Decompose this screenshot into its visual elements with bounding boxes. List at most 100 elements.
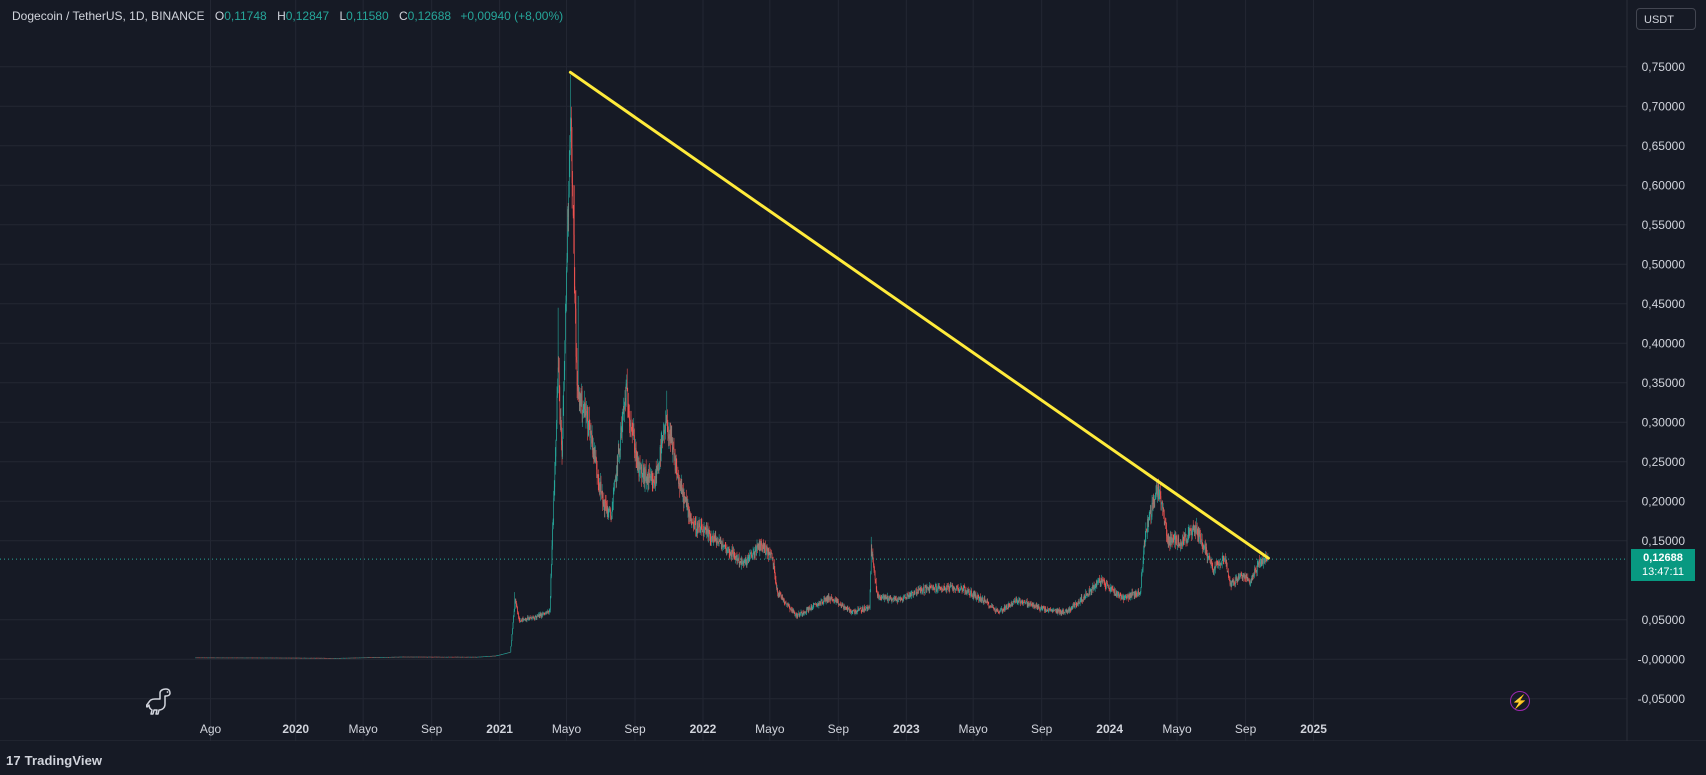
candle-body <box>991 605 992 607</box>
candle <box>439 656 440 658</box>
candle-body <box>1036 604 1037 608</box>
candle <box>344 657 346 659</box>
candle <box>771 549 772 554</box>
candle-body <box>305 657 307 659</box>
candle-body <box>225 657 226 659</box>
candle-body <box>1006 608 1008 609</box>
candle-body <box>332 657 333 659</box>
candle-body <box>592 436 593 454</box>
candle <box>576 343 577 363</box>
candle-body <box>223 657 225 659</box>
candle <box>223 657 225 659</box>
candle-body <box>857 608 859 611</box>
candle <box>767 547 768 560</box>
candle-body <box>527 617 529 620</box>
candle-body <box>405 656 406 658</box>
candle <box>413 656 415 658</box>
candle-body <box>820 601 821 605</box>
candle <box>287 657 288 659</box>
candle <box>857 606 859 613</box>
candle <box>782 598 784 603</box>
candle-body <box>577 388 579 392</box>
candle <box>570 117 572 132</box>
candle-body <box>664 429 665 434</box>
candle <box>282 657 283 659</box>
candle-body <box>425 656 426 658</box>
candle <box>340 657 342 659</box>
candle-body <box>819 601 821 605</box>
candle <box>1078 598 1080 605</box>
candle <box>992 604 994 609</box>
candle-body <box>1005 605 1007 607</box>
candle-body <box>620 427 622 433</box>
candle-body <box>445 656 446 658</box>
candle-body <box>1062 609 1064 613</box>
candle-body <box>834 599 836 601</box>
candle <box>368 657 370 659</box>
candle-body <box>823 602 824 604</box>
candle <box>327 657 329 659</box>
candle-body <box>994 608 996 612</box>
candle <box>705 527 707 535</box>
candle <box>312 657 314 659</box>
candle <box>595 449 597 463</box>
candle-body <box>472 656 473 658</box>
candle <box>864 608 866 612</box>
candle <box>806 607 808 612</box>
candle <box>884 594 886 601</box>
candle-body <box>1103 579 1104 581</box>
candle-body <box>239 657 240 659</box>
candle <box>1054 608 1056 611</box>
candle-body <box>752 554 753 558</box>
candle <box>671 425 673 446</box>
candle-body <box>878 596 880 598</box>
candle <box>841 602 843 607</box>
candle <box>393 656 395 658</box>
candle-body <box>953 588 955 590</box>
candle-body <box>817 602 819 604</box>
candle <box>807 606 809 610</box>
candle <box>236 657 237 659</box>
candle-body <box>635 447 636 454</box>
candle-body <box>1074 603 1075 608</box>
candle-body <box>549 609 551 611</box>
candle-body <box>243 657 245 659</box>
candle <box>954 587 956 590</box>
candle-body <box>426 656 427 658</box>
candle <box>247 657 249 659</box>
candle-body <box>483 656 484 658</box>
candle-body <box>902 599 904 601</box>
candle-body <box>659 462 660 464</box>
candle-body <box>650 475 651 478</box>
candle-body <box>899 598 901 600</box>
candle <box>877 590 878 599</box>
candle <box>682 487 684 503</box>
candle <box>675 454 677 475</box>
candle-body <box>1039 608 1040 610</box>
candle-body <box>1108 585 1110 590</box>
candle <box>264 657 265 659</box>
candle <box>630 419 631 437</box>
candle-body <box>514 607 515 611</box>
candle-body <box>894 597 895 602</box>
candle-body <box>202 657 204 659</box>
candle-body <box>257 657 259 659</box>
candle-body <box>224 657 226 659</box>
candle <box>208 657 210 659</box>
candle <box>868 605 869 610</box>
candle-body <box>1094 586 1096 589</box>
candle <box>902 598 903 604</box>
candle <box>543 611 544 616</box>
candle-body <box>453 656 454 658</box>
candle <box>552 522 553 550</box>
candle <box>234 657 235 659</box>
candle <box>653 478 654 489</box>
candle <box>1086 593 1088 598</box>
candle-body <box>405 656 407 658</box>
candle <box>921 588 923 595</box>
candle-body <box>1046 609 1048 611</box>
candle <box>287 657 289 659</box>
candle <box>351 657 352 659</box>
candle-body <box>858 608 859 611</box>
